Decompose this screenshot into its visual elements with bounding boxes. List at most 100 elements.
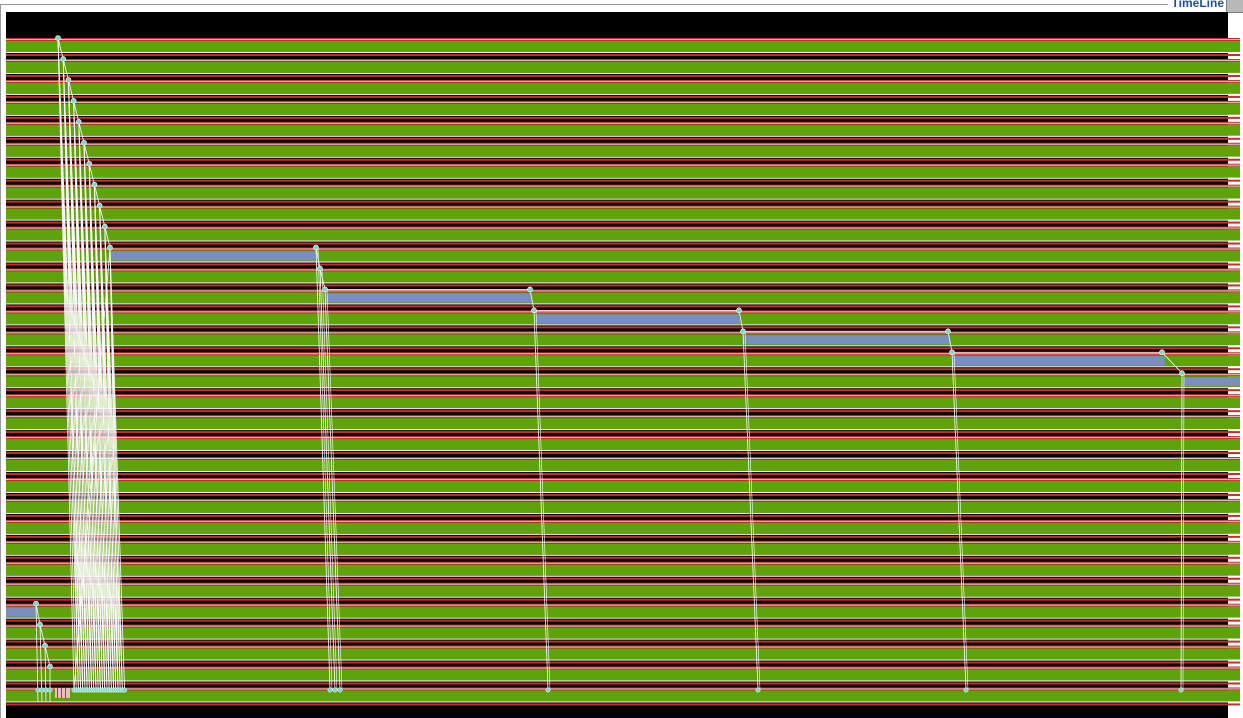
- overhead-task-bar[interactable]: [535, 314, 741, 324]
- message-line: [326, 289, 343, 691]
- event-marker-icon[interactable]: [47, 663, 53, 670]
- processor-row-bar[interactable]: [6, 460, 1240, 471]
- idle-stripe: [6, 74, 1240, 77]
- event-marker-icon[interactable]: [65, 77, 72, 83]
- processor-row-bar[interactable]: [6, 82, 1240, 94]
- event-marker-icon[interactable]: [317, 265, 323, 272]
- event-marker-icon[interactable]: [70, 98, 77, 104]
- processor-row-bar[interactable]: [6, 208, 1240, 220]
- frame-left-border: [0, 4, 1, 718]
- event-marker-icon[interactable]: [60, 56, 67, 62]
- idle-stripe-light: [6, 59, 1240, 61]
- processor-row-bar[interactable]: [6, 690, 1240, 702]
- idle-stripe: [6, 179, 1240, 182]
- processor-row-bar[interactable]: [6, 606, 1240, 618]
- processor-row-bar[interactable]: [6, 103, 1240, 115]
- processor-row-bar[interactable]: [6, 271, 1240, 283]
- processor-row-bar[interactable]: [6, 187, 1240, 199]
- event-marker-icon[interactable]: [1179, 370, 1185, 377]
- overhead-task-bar[interactable]: [1183, 377, 1240, 387]
- message-line: [951, 352, 967, 691]
- processor-row-bar[interactable]: [6, 229, 1240, 241]
- processor-row-bar[interactable]: [6, 355, 1240, 367]
- idle-stripe-white: [6, 471, 1240, 472]
- event-marker-icon[interactable]: [107, 244, 113, 251]
- event-marker-icon[interactable]: [39, 687, 45, 693]
- idle-stripe: [6, 410, 1240, 413]
- overhead-task-bar[interactable]: [742, 335, 951, 345]
- idle-stripe-white: [6, 93, 1240, 95]
- processor-row-bar[interactable]: [6, 648, 1240, 660]
- message-line: [529, 289, 535, 311]
- overhead-task-bar[interactable]: [952, 356, 1165, 366]
- event-marker-icon[interactable]: [945, 328, 951, 335]
- idle-block: [55, 688, 70, 698]
- event-marker-icon[interactable]: [96, 202, 103, 209]
- event-marker-icon[interactable]: [740, 328, 746, 335]
- idle-stripe: [6, 473, 1240, 475]
- processor-row-bar[interactable]: [6, 585, 1240, 597]
- idle-stripe: [6, 137, 1240, 140]
- idle-stripe: [6, 619, 1240, 622]
- processor-row-bar[interactable]: [6, 669, 1240, 681]
- processor-row-bar[interactable]: [6, 41, 1240, 52]
- event-marker-icon[interactable]: [736, 307, 742, 314]
- processor-row-bar[interactable]: [6, 439, 1240, 451]
- idle-stripe: [6, 389, 1240, 392]
- processor-row-bar[interactable]: [6, 334, 1240, 346]
- event-marker-icon[interactable]: [81, 139, 87, 146]
- event-marker-icon[interactable]: [949, 349, 955, 356]
- event-marker-icon[interactable]: [76, 119, 82, 125]
- idle-stripe: [6, 661, 1240, 664]
- processor-row-bar[interactable]: [6, 501, 1240, 513]
- event-marker-icon[interactable]: [322, 286, 328, 293]
- event-marker-icon[interactable]: [91, 181, 98, 188]
- event-marker-icon[interactable]: [527, 286, 533, 293]
- event-marker-icon[interactable]: [55, 35, 61, 41]
- message-line: [68, 79, 74, 101]
- event-marker-icon[interactable]: [337, 687, 343, 693]
- event-marker-icon[interactable]: [531, 307, 537, 314]
- event-marker-icon[interactable]: [332, 687, 338, 693]
- processor-row-bar[interactable]: [6, 522, 1240, 534]
- processor-row-bar[interactable]: [6, 627, 1240, 639]
- event-marker-icon[interactable]: [86, 160, 92, 167]
- processor-row-bar[interactable]: [6, 564, 1240, 576]
- idle-block-line: [65, 688, 66, 698]
- processor-row-bar[interactable]: [6, 145, 1240, 157]
- idle-stripe: [6, 682, 1240, 685]
- event-marker-icon[interactable]: [963, 687, 969, 693]
- processor-row-bar[interactable]: [6, 292, 1240, 304]
- processor-row-bar[interactable]: [6, 250, 1240, 262]
- overhead-task-bar[interactable]: [6, 607, 37, 617]
- idle-stripe-white: [6, 282, 1240, 284]
- event-marker-icon[interactable]: [122, 687, 128, 693]
- event-marker-icon[interactable]: [313, 244, 319, 251]
- processor-row-bar[interactable]: [6, 543, 1240, 555]
- event-marker-icon[interactable]: [327, 687, 333, 693]
- processor-row-bar[interactable]: [6, 61, 1240, 73]
- event-marker-icon[interactable]: [35, 687, 41, 693]
- processor-row-bar[interactable]: [6, 376, 1240, 388]
- event-marker-icon[interactable]: [43, 687, 49, 693]
- event-marker-icon[interactable]: [47, 687, 53, 693]
- event-marker-icon[interactable]: [37, 621, 43, 628]
- event-marker-icon[interactable]: [102, 223, 108, 230]
- idle-stripe-white: [6, 617, 1240, 619]
- processor-row-bar[interactable]: [6, 418, 1240, 430]
- overhead-task-bar[interactable]: [325, 293, 532, 303]
- processor-row-bar[interactable]: [6, 166, 1240, 178]
- processor-row-bar[interactable]: [6, 397, 1240, 409]
- processor-row-bar[interactable]: [6, 124, 1240, 136]
- overhead-task-bar[interactable]: [110, 251, 316, 261]
- corner-button[interactable]: [1226, 0, 1243, 13]
- event-marker-icon[interactable]: [33, 600, 39, 607]
- event-marker-icon[interactable]: [42, 642, 48, 649]
- processor-row-bar[interactable]: [6, 480, 1240, 492]
- event-marker-icon[interactable]: [755, 687, 761, 693]
- event-marker-icon[interactable]: [545, 687, 551, 693]
- event-marker-icon[interactable]: [1159, 349, 1165, 356]
- idle-stripe-white: [6, 324, 1240, 326]
- event-marker-icon[interactable]: [1178, 687, 1184, 693]
